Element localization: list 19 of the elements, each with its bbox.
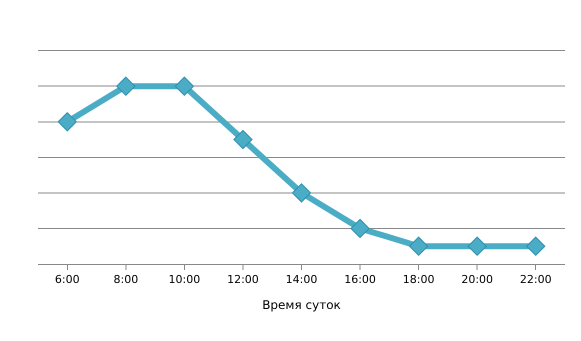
x-axis-title: Время суток bbox=[262, 298, 341, 312]
point bbox=[292, 183, 312, 202]
point bbox=[350, 218, 370, 238]
point bbox=[58, 112, 77, 132]
point bbox=[468, 236, 487, 256]
x-tick-label: 8:00 bbox=[113, 273, 138, 286]
x-tick-label: 22:00 bbox=[520, 273, 552, 286]
x-tick-label: 16:00 bbox=[344, 273, 376, 286]
x-tick-label: 18:00 bbox=[402, 273, 434, 286]
point bbox=[174, 76, 194, 96]
point bbox=[233, 130, 253, 150]
x-tick-label: 6:00 bbox=[54, 273, 80, 286]
x-tick-label: 12:00 bbox=[227, 273, 259, 286]
point bbox=[116, 76, 136, 96]
x-tick-label: 14:00 bbox=[286, 273, 318, 286]
x-tick-label: 20:00 bbox=[461, 273, 494, 286]
point bbox=[409, 236, 428, 256]
x-tick-label: 10:00 bbox=[168, 273, 200, 286]
point bbox=[526, 236, 546, 256]
